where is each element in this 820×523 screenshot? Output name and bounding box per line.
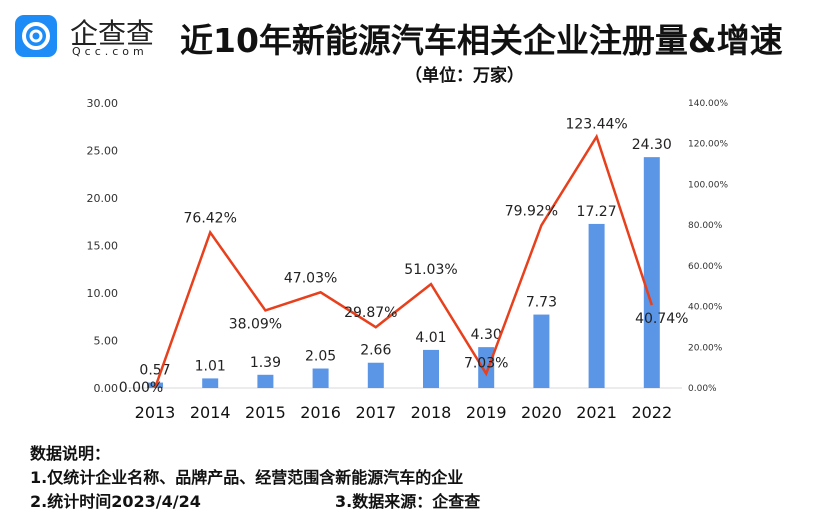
left-tick-label: 10.00 bbox=[87, 287, 119, 300]
growth-line bbox=[153, 133, 653, 389]
line-label: 29.87% bbox=[344, 305, 397, 321]
right-tick-label: 60.00% bbox=[688, 262, 723, 272]
bar bbox=[367, 362, 384, 388]
bar-label: 17.27 bbox=[577, 204, 617, 220]
x-tick-label: 2022 bbox=[631, 403, 672, 422]
left-tick-label: 5.00 bbox=[94, 335, 119, 348]
bar-label: 24.30 bbox=[632, 137, 672, 153]
x-tick-label: 2021 bbox=[576, 403, 617, 422]
note-3: 3.数据来源：企查查 bbox=[335, 492, 481, 511]
bar bbox=[312, 368, 329, 388]
bar bbox=[257, 374, 274, 388]
right-tick-label: 20.00% bbox=[688, 343, 723, 353]
logo-text: 企查查 bbox=[70, 17, 155, 50]
x-tick-label: 2017 bbox=[355, 403, 396, 422]
left-tick-label: 25.00 bbox=[87, 145, 119, 158]
line-label: 0.00% bbox=[119, 380, 163, 396]
line-label: 7.03% bbox=[464, 356, 508, 372]
bar bbox=[202, 378, 219, 388]
chart-subtitle: （单位：万家） bbox=[405, 66, 524, 86]
x-tick-label: 2019 bbox=[466, 403, 507, 422]
line-label: 123.44% bbox=[565, 117, 627, 133]
chart-title: 近10年新能源汽车相关企业注册量&增速 bbox=[180, 21, 783, 60]
bar-label: 1.01 bbox=[195, 358, 226, 374]
x-tick-label: 2015 bbox=[245, 403, 286, 422]
bar-label: 0.57 bbox=[139, 363, 170, 379]
line-label: 76.42% bbox=[184, 210, 237, 226]
right-tick-label: 80.00% bbox=[688, 221, 723, 231]
bar-label: 4.01 bbox=[415, 330, 446, 346]
left-tick-label: 0.00 bbox=[94, 382, 119, 395]
notes-heading: 数据说明： bbox=[30, 444, 111, 463]
right-tick-label: 120.00% bbox=[688, 140, 728, 150]
x-tick-label: 2016 bbox=[300, 403, 341, 422]
x-tick-label: 2020 bbox=[521, 403, 562, 422]
logo-sub: Qcc.com bbox=[72, 45, 148, 58]
line-label: 47.03% bbox=[284, 270, 337, 286]
x-tick-label: 2013 bbox=[135, 403, 176, 422]
bar-label: 1.39 bbox=[250, 355, 281, 371]
bar-label: 2.66 bbox=[360, 343, 391, 359]
line-label: 51.03% bbox=[404, 262, 457, 278]
bar-label: 4.30 bbox=[471, 327, 502, 343]
bar bbox=[478, 347, 495, 388]
left-tick-label: 20.00 bbox=[87, 192, 119, 205]
bar bbox=[423, 349, 439, 388]
right-tick-label: 40.00% bbox=[688, 303, 723, 313]
right-tick-label: 0.00% bbox=[688, 384, 717, 394]
line-label: 40.74% bbox=[635, 311, 688, 327]
x-tick-label: 2014 bbox=[190, 403, 231, 422]
note-1: 1.仅统计企业名称、品牌产品、经营范围含新能源汽车的企业 bbox=[30, 468, 464, 487]
bar-label: 7.73 bbox=[526, 295, 557, 311]
x-tick-label: 2018 bbox=[411, 403, 452, 422]
bar bbox=[588, 223, 605, 388]
line-label: 79.92% bbox=[505, 203, 558, 219]
right-tick-label: 140.00% bbox=[688, 99, 728, 109]
note-2: 2.统计时间2023/4/24 bbox=[30, 492, 201, 511]
qcc-logo-icon bbox=[15, 15, 57, 57]
bar bbox=[533, 314, 550, 388]
left-tick-label: 30.00 bbox=[87, 97, 119, 110]
line-label: 38.09% bbox=[229, 316, 282, 332]
right-tick-label: 100.00% bbox=[688, 180, 728, 190]
bar bbox=[643, 157, 660, 388]
left-tick-label: 15.00 bbox=[87, 240, 119, 253]
bar-label: 2.05 bbox=[305, 349, 336, 365]
